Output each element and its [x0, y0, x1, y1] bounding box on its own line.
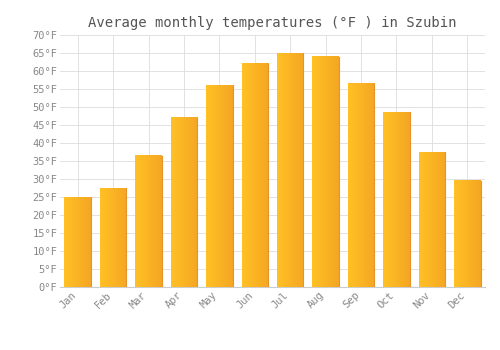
Title: Average monthly temperatures (°F ) in Szubin: Average monthly temperatures (°F ) in Sz… — [88, 16, 457, 30]
